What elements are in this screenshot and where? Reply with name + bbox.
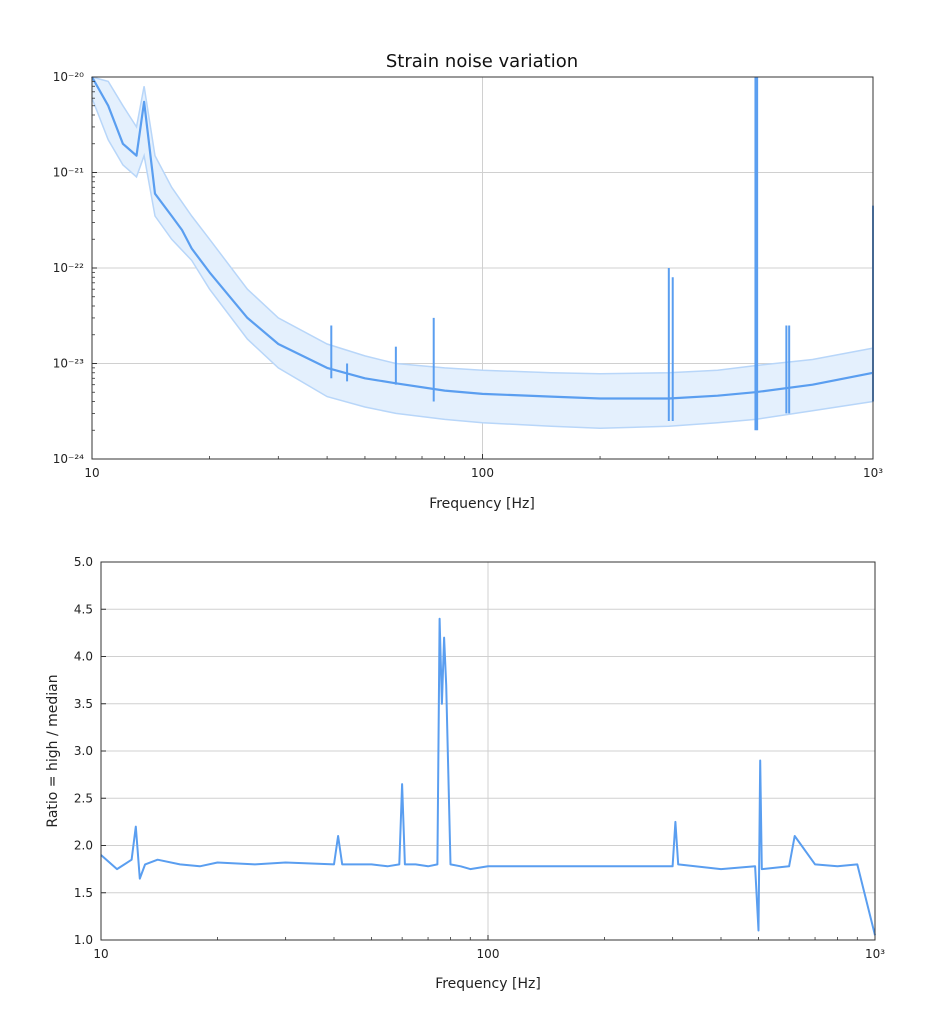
chart-top: Strain noise variation 10 100 10³ 10⁻²⁴10⁻… (53, 51, 883, 512)
x-tick-label: 10 (93, 947, 108, 961)
chart-bottom-grid (101, 562, 875, 940)
chart-bottom-y-ticks: 1.0 1.5 2.0 2.5 3.0 3.5 4.0 4.5 5.0 (74, 555, 106, 947)
series-ratio (100, 617, 876, 936)
y-tick-label: 2.0 (74, 839, 93, 853)
chart-bottom: 10 100 10³ 1.0 1.5 2.0 2.5 3.0 3.5 4.0 4.5 5.0 Fre… (45, 555, 885, 992)
y-tick-label: 2.5 (74, 791, 93, 805)
band-fill (92, 77, 873, 429)
chart-top-x-axis-label: Frequency [Hz] (429, 496, 535, 512)
y-tick-label: 4.0 (74, 650, 93, 664)
y-tick-label: 3.5 (74, 697, 93, 711)
y-tick-label: 10⁻²¹ (53, 166, 84, 180)
y-tick-label: 10⁻²⁰ (53, 70, 84, 84)
x-tick-label: 10³ (863, 466, 883, 480)
series-band-upper (91, 76, 874, 375)
x-tick-label: 10 (84, 466, 99, 480)
chart-bottom-plot-area (100, 617, 876, 936)
y-tick-label: 4.5 (74, 602, 93, 616)
chart-top-x-ticks: 10 100 10³ (84, 454, 883, 480)
chart-top-y-ticks: 10⁻²⁴ 10⁻²³ 10⁻²² 10⁻²¹ 10⁻²⁰ (53, 70, 97, 466)
y-tick-label: 3.0 (74, 744, 93, 758)
y-tick-label: 10⁻²² (53, 261, 84, 275)
y-tick-label: 5.0 (74, 555, 93, 569)
chart-bottom-y-axis-label: Ratio = high / median (45, 674, 61, 827)
y-tick-label: 10⁻²³ (53, 357, 84, 371)
series-band-lower (91, 97, 874, 429)
x-tick-label: 100 (471, 466, 494, 480)
series-median (91, 76, 874, 400)
chart-top-title: Strain noise variation (386, 51, 578, 72)
y-tick-label: 1.0 (74, 933, 93, 947)
y-tick-label: 10⁻²⁴ (53, 452, 84, 466)
chart-bottom-x-axis-label: Frequency [Hz] (435, 976, 541, 992)
x-tick-label: 10³ (865, 947, 885, 961)
x-tick-label: 100 (477, 947, 500, 961)
y-tick-label: 1.5 (74, 886, 93, 900)
chart-bottom-x-ticks: 10 100 10³ (93, 935, 885, 961)
